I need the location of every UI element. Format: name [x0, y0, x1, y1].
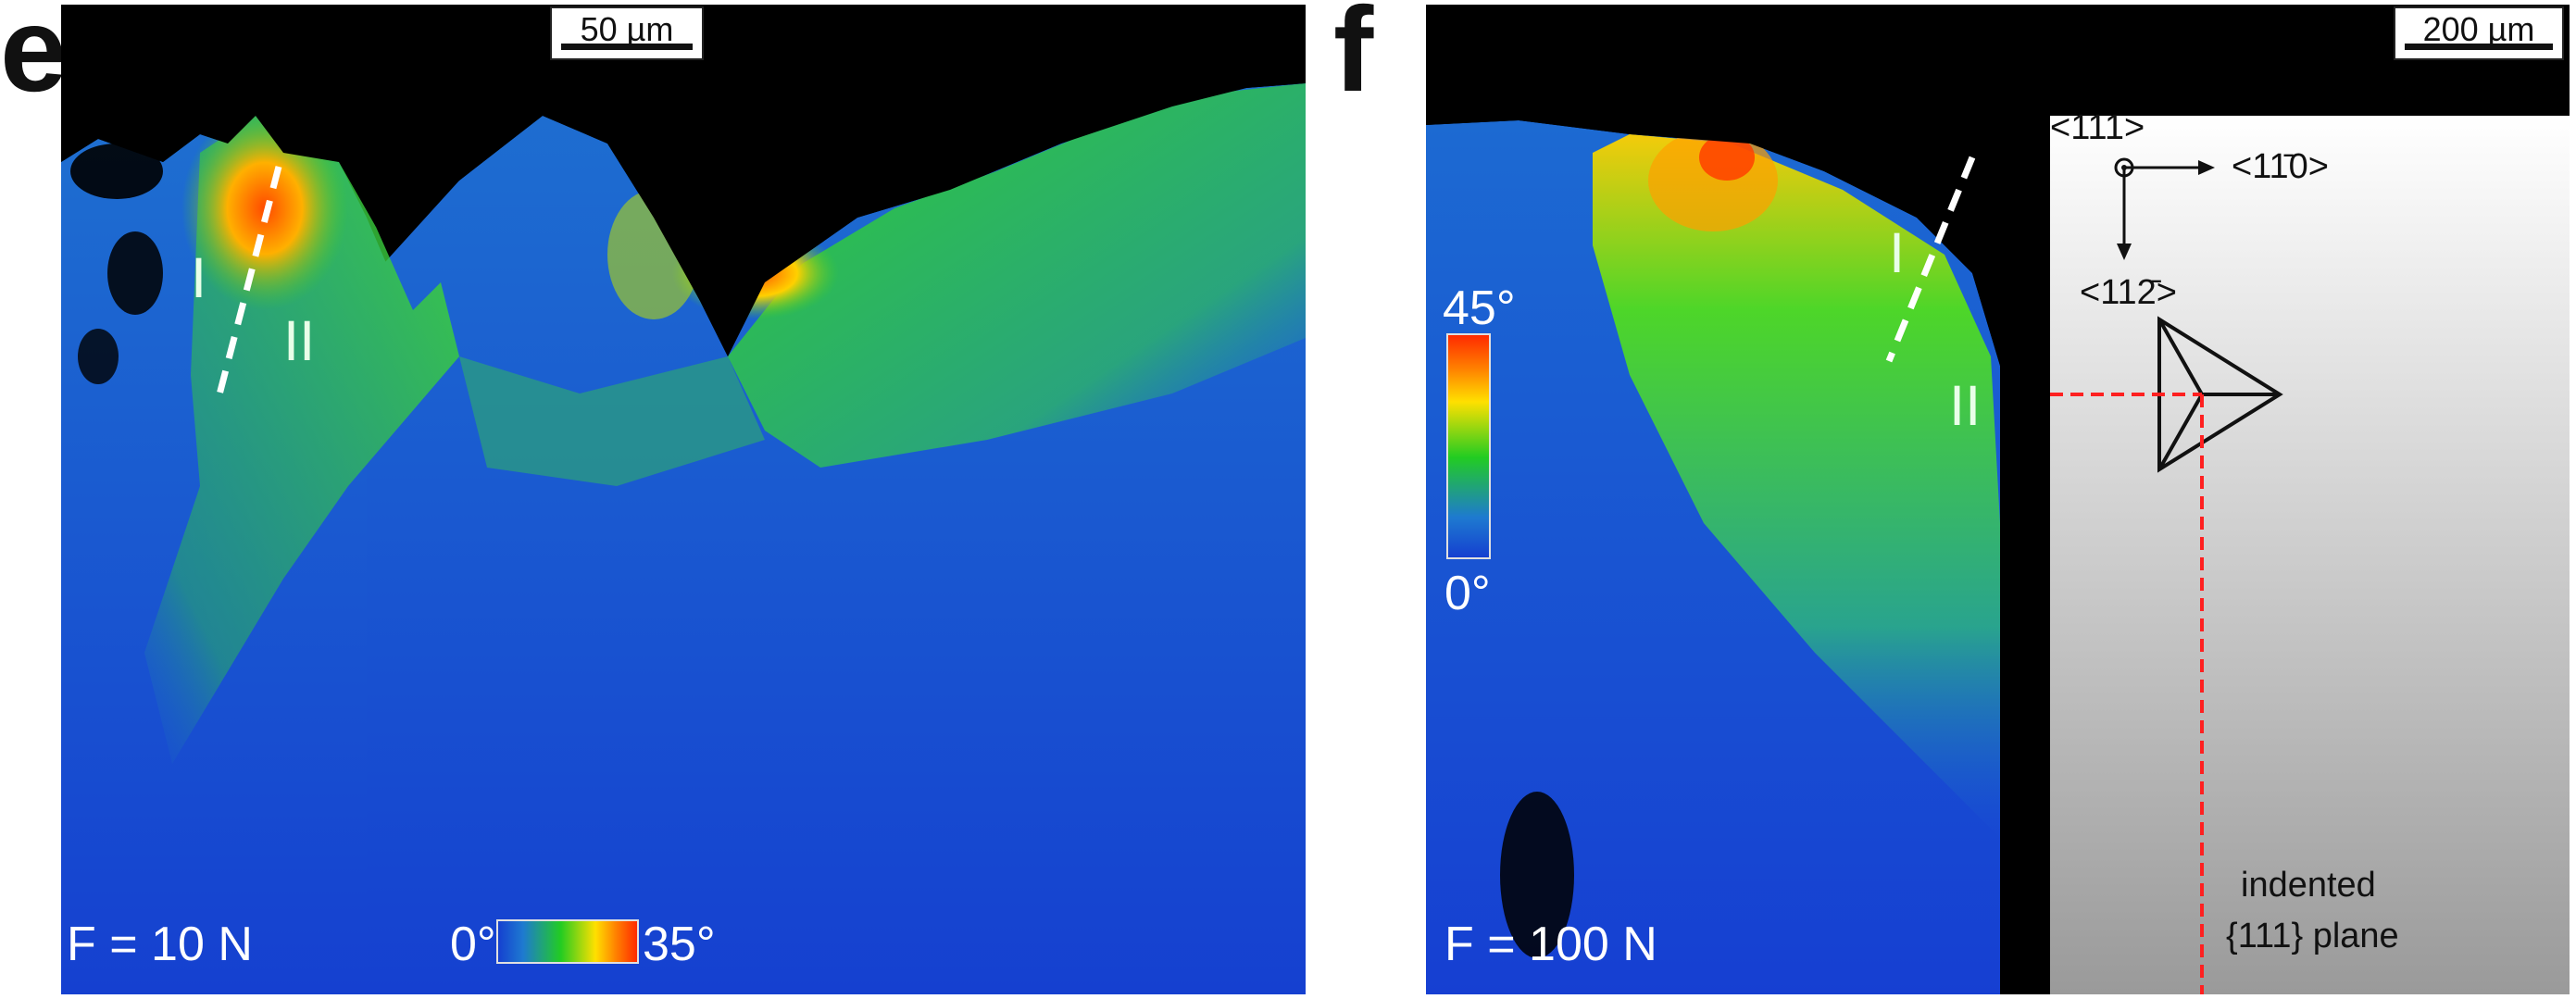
panel-e-region-ii-label: II [283, 310, 316, 373]
panel-f-axis-right-label: <11̄0> [2232, 147, 2329, 186]
panel-f-colorbar-max: 45° [1443, 281, 1516, 335]
panel-e-region-i-label: I [191, 247, 207, 310]
panel-f-map-image [1426, 5, 2570, 994]
panel-f-axis-down-label: <112̄> [2080, 273, 2177, 312]
panel-f-scale-bar: 200 µm [2394, 6, 2564, 60]
panel-e-colorbar-max: 35° [643, 918, 716, 971]
panel-f-scale-label: 200 µm [2422, 10, 2535, 48]
panel-f-axis-center-label: <111> [2050, 108, 2145, 147]
panel-f-plane-label-line2: {111} plane [2226, 917, 2399, 955]
panel-f-letter: f [1333, 0, 1374, 117]
panel-f-plane-label-line1: indented [2241, 866, 2376, 905]
panel-f-scale-line [2405, 44, 2553, 50]
panel-e-misorientation-map: 50 µm I II F = 10 N 0° 35° [61, 5, 1306, 994]
panel-e-scale-bar: 50 µm [550, 6, 704, 60]
panel-f-region-i-label: I [1889, 222, 1906, 285]
panel-e-colorbar [496, 919, 639, 964]
panel-f-colorbar [1446, 333, 1491, 559]
panel-e-scale-line [561, 44, 693, 50]
panel-f-colorbar-min: 0° [1444, 567, 1491, 620]
panel-e-force-label: F = 10 N [67, 918, 253, 971]
panel-e-scale-label: 50 µm [580, 10, 674, 48]
panel-e-letter: e [0, 0, 68, 117]
panel-f-force-label: F = 100 N [1444, 918, 1657, 971]
panel-e-map-image [61, 5, 1306, 994]
panel-f-misorientation-map: 200 µm I II 45° 0° F = 100 N <111> <11̄0… [1426, 5, 2570, 994]
panel-e-colorbar-min: 0° [450, 918, 496, 971]
panel-f-region-ii-label: II [1949, 375, 1982, 438]
